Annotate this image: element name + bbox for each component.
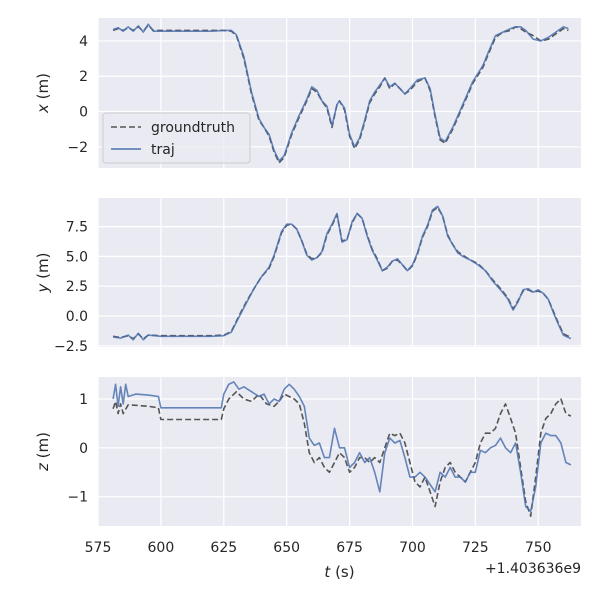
y-tick-label: 7.5: [66, 220, 88, 236]
y-tick-label: −2.5: [54, 339, 88, 355]
y-tick-label: 2: [79, 69, 88, 85]
y-tick-label: 2.5: [66, 279, 88, 295]
legend-label-traj: traj: [151, 142, 175, 158]
x-axis-label: t (s): [324, 563, 354, 581]
y-axis-label: y (m): [34, 253, 52, 294]
subplot-y: 7.5 5.0 2.5 0.0 −2.5 y (m): [34, 198, 581, 355]
plot-area: [98, 198, 581, 347]
x-tick-label: 600: [148, 540, 175, 556]
y-axis-unit: (m): [34, 432, 52, 463]
x-axis-variable: t: [324, 563, 331, 581]
x-tick-label: 750: [525, 540, 552, 556]
x-tick-label: 650: [273, 540, 300, 556]
x-tick-label: 725: [462, 540, 489, 556]
y-axis-unit: (m): [34, 253, 52, 284]
subplot-x: 4 2 0 −2 x (m) groundtruth traj: [34, 18, 581, 168]
legend: groundtruth traj: [102, 112, 251, 164]
x-axis-offset-label: +1.403636e9: [485, 561, 581, 577]
legend-label-groundtruth: groundtruth: [151, 120, 235, 136]
y-tick-label: −2: [67, 140, 88, 156]
y-tick-label: 0.0: [66, 309, 88, 325]
y-tick-label: 0: [79, 105, 88, 121]
subplot-z: 1 0 −1 z (m) 575 600 625 650 675 700 725 750 t (s) +1…: [34, 377, 581, 581]
series-line-traj: [112, 23, 569, 162]
y-axis-unit: (m): [34, 73, 52, 104]
x-axis-unit: (s): [330, 563, 354, 581]
series-line-traj: [112, 205, 572, 341]
x-tick-label: 625: [210, 540, 237, 556]
x-tick-label: 675: [336, 540, 363, 556]
y-tick-label: −1: [67, 490, 88, 506]
plot-area: [98, 377, 581, 526]
series-line-traj: [112, 381, 572, 513]
y-axis-variable: y: [34, 282, 52, 293]
y-tick-label: 0: [79, 441, 88, 457]
y-tick-label: 5.0: [66, 249, 88, 265]
y-axis-label: z (m): [34, 432, 52, 472]
y-axis-label: x (m): [34, 73, 52, 114]
y-axis-variable: z: [34, 462, 52, 472]
series-line-groundtruth: [112, 390, 572, 517]
x-tick-label: 575: [85, 540, 112, 556]
y-tick-label: 1: [79, 392, 88, 408]
x-tick-label: 700: [399, 540, 426, 556]
legend-box: [102, 112, 251, 164]
y-tick-label: 4: [79, 34, 88, 50]
y-axis-variable: x: [34, 104, 52, 114]
